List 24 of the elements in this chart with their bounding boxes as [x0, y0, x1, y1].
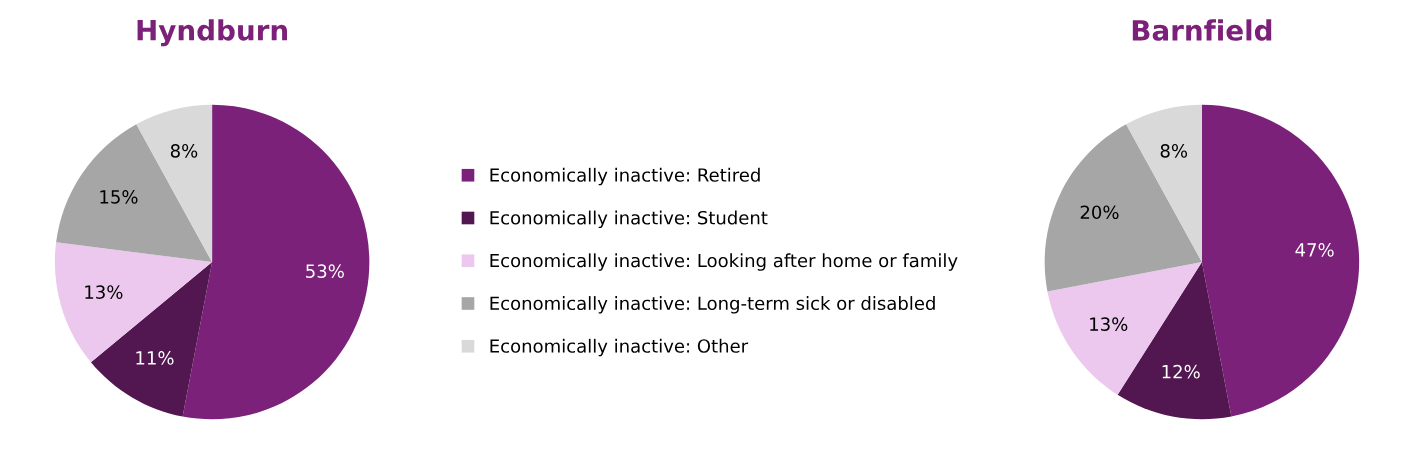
data-label: 8% — [1160, 144, 1188, 158]
pie-slice — [1126, 104, 1202, 263]
pie-slice — [1047, 262, 1202, 395]
data-label: 20% — [1080, 205, 1119, 220]
legend-label: Economically inactive: Student — [490, 210, 768, 229]
pie-slice — [56, 124, 213, 263]
legend-label: Economically inactive: Long-term sick or disabled — [490, 296, 935, 314]
data-label: 13% — [85, 285, 123, 299]
chart-title: Hyndburn — [137, 19, 288, 47]
pie-slice — [1201, 104, 1360, 417]
data-label: 8% — [170, 144, 198, 158]
data-label: 11% — [136, 351, 174, 365]
pie-slice — [54, 242, 213, 363]
data-label: 13% — [1090, 317, 1128, 331]
pie-slice — [136, 104, 213, 263]
data-label: 12% — [1162, 364, 1200, 379]
data-label: 53% — [306, 264, 344, 278]
legend-label: Economically inactive: Looking after home or family — [490, 253, 958, 271]
data-label: 15% — [100, 190, 138, 204]
legend-label: Economically inactive: Retired — [490, 167, 760, 186]
pie-slice — [1044, 124, 1202, 292]
legend-label: Economically inactive: Other — [490, 338, 749, 357]
chart-title: Barnfield — [1132, 19, 1272, 41]
data-label: 47% — [1295, 243, 1334, 257]
